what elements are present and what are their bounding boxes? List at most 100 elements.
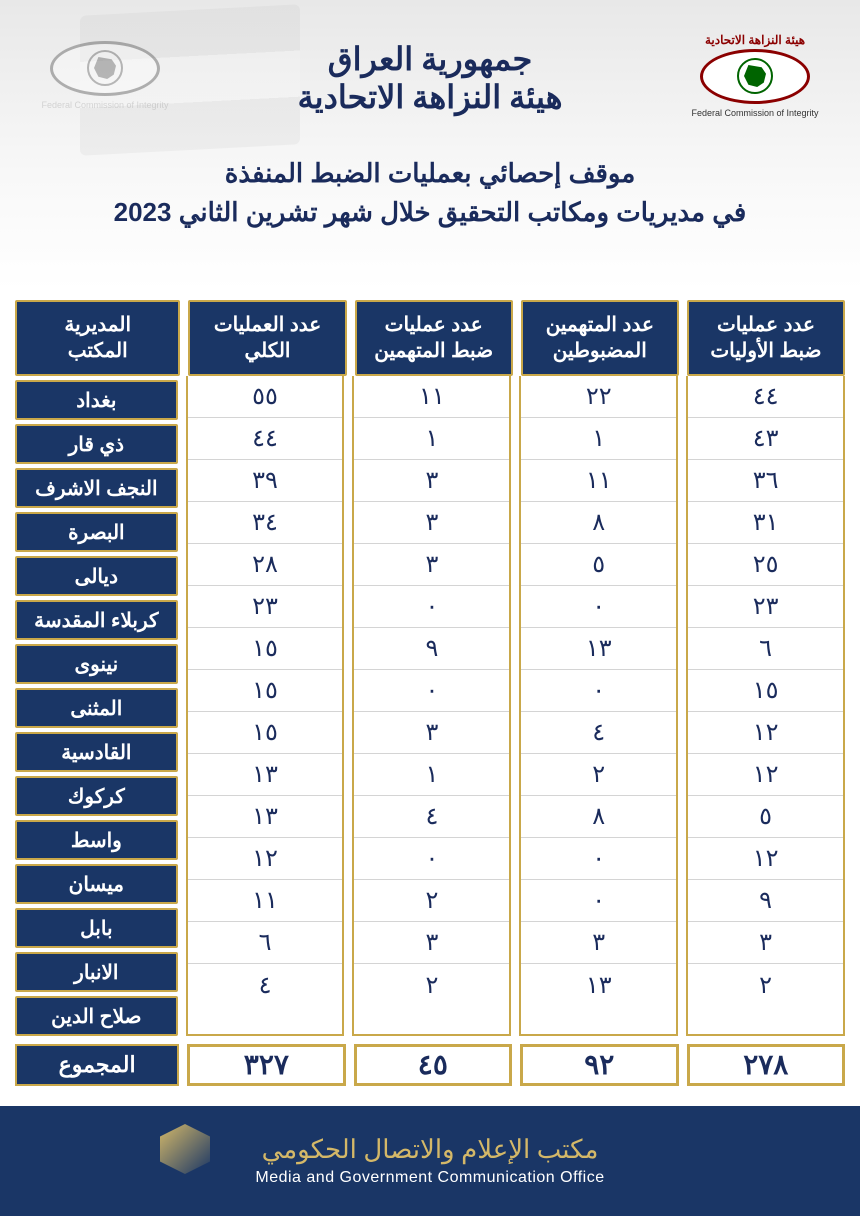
data-cell: ١ bbox=[521, 418, 676, 460]
data-cell: ٥٥ bbox=[188, 376, 343, 418]
data-cell: ٤ bbox=[521, 712, 676, 754]
office-cell: القادسية bbox=[15, 732, 178, 772]
col-header-office: المديريةالمكتب bbox=[15, 300, 180, 376]
logo-watermark-left: Federal Commission of Integrity bbox=[30, 20, 180, 130]
office-cell: نينوى bbox=[15, 644, 178, 684]
data-cell: ١٢ bbox=[688, 712, 843, 754]
column-arrest_ops: ١١١٣٣٣٠٩٠٣١٤٠٢٣٢ bbox=[352, 376, 511, 1036]
data-cell: ٢٣ bbox=[688, 586, 843, 628]
report-subtitle: موقف إحصائي بعمليات الضبط المنفذة في مدي… bbox=[0, 154, 860, 232]
data-cell: ٥ bbox=[521, 544, 676, 586]
data-cell: ٣ bbox=[354, 544, 509, 586]
data-cell: ٢ bbox=[354, 880, 509, 922]
data-cell: ١١ bbox=[188, 880, 343, 922]
data-cell: ٥ bbox=[688, 796, 843, 838]
data-cell: ٠ bbox=[354, 670, 509, 712]
column-prelim: ٤٤٤٣٣٦٣١٢٥٢٣٦١٥١٢١٢٥١٢٩٣٢ bbox=[686, 376, 845, 1036]
data-cell: ١١ bbox=[521, 460, 676, 502]
data-cell: ٣١ bbox=[688, 502, 843, 544]
logo-right: هيئة النزاهة الاتحادية Federal Commissio… bbox=[680, 20, 830, 130]
data-cell: ١٣ bbox=[521, 628, 676, 670]
data-cell: ٣ bbox=[354, 460, 509, 502]
data-cell: ٠ bbox=[354, 838, 509, 880]
data-cell: ٤٤ bbox=[188, 418, 343, 460]
data-cell: ٩ bbox=[354, 628, 509, 670]
data-cell: ١٣ bbox=[188, 796, 343, 838]
data-cell: ١٥ bbox=[188, 670, 343, 712]
data-cell: ٤٤ bbox=[688, 376, 843, 418]
data-cell: ٤ bbox=[354, 796, 509, 838]
office-cell: كركوك bbox=[15, 776, 178, 816]
data-cell: ١٢ bbox=[188, 838, 343, 880]
data-cell: ٠ bbox=[521, 670, 676, 712]
office-cell: ميسان bbox=[15, 864, 178, 904]
data-cell: ١ bbox=[354, 418, 509, 460]
office-cell: ديالى bbox=[15, 556, 178, 596]
office-cell: النجف الاشرف bbox=[15, 468, 178, 508]
office-cell: بابل bbox=[15, 908, 178, 948]
logo-caption-en: Federal Commission of Integrity bbox=[41, 100, 168, 110]
total-arrest_ops: ٤٥ bbox=[354, 1044, 512, 1086]
data-cell: ١٢ bbox=[688, 754, 843, 796]
table-total-row: ٢٧٨٩٢٤٥٣٢٧المجموع bbox=[15, 1044, 845, 1086]
data-cell: ٠ bbox=[354, 586, 509, 628]
data-cell: ٣ bbox=[354, 922, 509, 964]
data-cell: ٤ bbox=[188, 964, 343, 1006]
col-header-total_ops: عدد العملياتالكلي bbox=[188, 300, 346, 376]
data-cell: ١٣ bbox=[521, 964, 676, 1006]
data-cell: ٩ bbox=[688, 880, 843, 922]
data-cell: ١٣ bbox=[188, 754, 343, 796]
data-cell: ٣ bbox=[688, 922, 843, 964]
data-cell: ١٥ bbox=[188, 628, 343, 670]
data-cell: ٢٢ bbox=[521, 376, 676, 418]
data-cell: ٢ bbox=[354, 964, 509, 1006]
column-office: بغدادذي قارالنجف الاشرفالبصرةديالىكربلاء… bbox=[15, 376, 178, 1036]
footer-seal-icon bbox=[150, 1124, 210, 1194]
col-header-arrest_ops: عدد عملياتضبط المتهمين bbox=[355, 300, 513, 376]
data-cell: ٠ bbox=[521, 586, 676, 628]
column-accused: ٢٢١١١٨٥٠١٣٠٤٢٨٠٠٣١٣ bbox=[519, 376, 678, 1036]
data-cell: ٣٦ bbox=[688, 460, 843, 502]
data-cell: ٠ bbox=[521, 880, 676, 922]
data-cell: ١٢ bbox=[688, 838, 843, 880]
office-cell: البصرة bbox=[15, 512, 178, 552]
data-cell: ٣ bbox=[521, 922, 676, 964]
data-cell: ٨ bbox=[521, 796, 676, 838]
data-cell: ١١ bbox=[354, 376, 509, 418]
data-table: عدد عملياتضبط الأولياتعدد المتهمينالمضبو… bbox=[15, 300, 845, 1086]
total-total_ops: ٣٢٧ bbox=[187, 1044, 345, 1086]
data-cell: ٤٣ bbox=[688, 418, 843, 460]
data-cell: ٣ bbox=[354, 502, 509, 544]
office-cell: واسط bbox=[15, 820, 178, 860]
data-cell: ٠ bbox=[521, 838, 676, 880]
footer-english: Media and Government Communication Offic… bbox=[255, 1169, 604, 1187]
office-cell: بغداد bbox=[15, 380, 178, 420]
logo-arabic-arc: هيئة النزاهة الاتحادية bbox=[705, 33, 805, 47]
data-cell: ١٥ bbox=[688, 670, 843, 712]
data-cell: ٣٤ bbox=[188, 502, 343, 544]
total-label: المجموع bbox=[15, 1044, 179, 1086]
data-cell: ٣٩ bbox=[188, 460, 343, 502]
office-cell: صلاح الدين bbox=[15, 996, 178, 1036]
office-cell: كربلاء المقدسة bbox=[15, 600, 178, 640]
data-cell: ٦ bbox=[688, 628, 843, 670]
total-prelim: ٢٧٨ bbox=[687, 1044, 845, 1086]
logo-caption-en: Federal Commission of Integrity bbox=[691, 108, 818, 118]
table-body: ٤٤٤٣٣٦٣١٢٥٢٣٦١٥١٢١٢٥١٢٩٣٢٢٢١١١٨٥٠١٣٠٤٢٨٠… bbox=[15, 376, 845, 1036]
data-cell: ٢ bbox=[521, 754, 676, 796]
data-cell: ١ bbox=[354, 754, 509, 796]
data-cell: ٢ bbox=[688, 964, 843, 1006]
document-footer: مكتب الإعلام والاتصال الحكومي Media and … bbox=[0, 1106, 860, 1216]
table-header-row: عدد عملياتضبط الأولياتعدد المتهمينالمضبو… bbox=[15, 300, 845, 376]
office-cell: ذي قار bbox=[15, 424, 178, 464]
total-accused: ٩٢ bbox=[520, 1044, 678, 1086]
data-cell: ٢٥ bbox=[688, 544, 843, 586]
data-cell: ٢٨ bbox=[188, 544, 343, 586]
data-cell: ٦ bbox=[188, 922, 343, 964]
data-cell: ٣ bbox=[354, 712, 509, 754]
footer-arabic: مكتب الإعلام والاتصال الحكومي bbox=[262, 1135, 599, 1165]
office-cell: المثنى bbox=[15, 688, 178, 728]
column-total_ops: ٥٥٤٤٣٩٣٤٢٨٢٣١٥١٥١٥١٣١٣١٢١١٦٤ bbox=[186, 376, 345, 1036]
data-cell: ١٥ bbox=[188, 712, 343, 754]
col-header-prelim: عدد عملياتضبط الأوليات bbox=[687, 300, 845, 376]
